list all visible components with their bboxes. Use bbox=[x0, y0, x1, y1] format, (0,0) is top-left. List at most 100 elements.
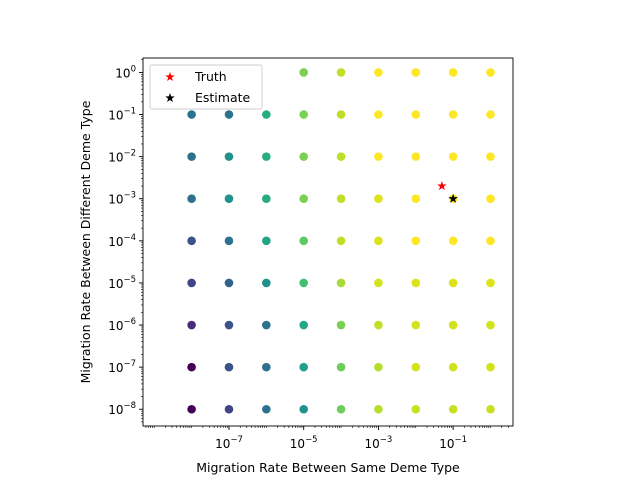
data-point bbox=[411, 320, 421, 330]
data-point bbox=[448, 320, 458, 330]
data-point bbox=[374, 236, 383, 246]
data-point bbox=[224, 236, 234, 246]
data-point bbox=[411, 236, 421, 246]
data-point bbox=[374, 152, 383, 161]
y-tick-label: 10−8 bbox=[108, 401, 136, 417]
estimate-star-marker bbox=[448, 193, 458, 203]
data-point bbox=[374, 194, 383, 204]
data-point bbox=[299, 152, 308, 161]
data-point bbox=[374, 68, 383, 77]
data-point bbox=[374, 320, 383, 330]
x-axis-label: Migration Rate Between Same Deme Type bbox=[196, 460, 460, 475]
data-point bbox=[374, 110, 383, 119]
data-points bbox=[187, 68, 495, 414]
data-point bbox=[486, 68, 495, 77]
x-tick-label: 10−7 bbox=[215, 435, 243, 451]
y-tick-label: 10−4 bbox=[108, 233, 136, 249]
y-tick-label: 10−3 bbox=[108, 191, 136, 207]
data-point bbox=[374, 404, 383, 414]
data-point bbox=[262, 194, 271, 204]
data-point bbox=[336, 320, 346, 330]
data-point bbox=[336, 68, 346, 77]
y-tick-label: 10−7 bbox=[108, 359, 136, 375]
data-point bbox=[262, 152, 271, 161]
legend-estimate-label: Estimate bbox=[195, 90, 251, 105]
data-point bbox=[411, 278, 421, 288]
data-point bbox=[448, 362, 458, 372]
data-point bbox=[299, 236, 308, 246]
legend-estimate-star-icon bbox=[165, 93, 175, 103]
data-point bbox=[374, 362, 383, 372]
data-point bbox=[411, 110, 421, 119]
x-tick-label: 10−3 bbox=[365, 435, 393, 451]
data-point bbox=[336, 194, 346, 204]
data-point bbox=[411, 362, 421, 372]
data-point bbox=[224, 404, 234, 414]
data-point bbox=[224, 152, 234, 161]
truth-star-marker bbox=[437, 181, 447, 191]
data-point bbox=[336, 278, 346, 288]
x-tick-label: 10−5 bbox=[290, 435, 318, 451]
data-point bbox=[299, 404, 308, 414]
data-point bbox=[486, 194, 495, 204]
legend-truth-label: Truth bbox=[194, 69, 227, 84]
data-point bbox=[448, 68, 458, 77]
data-point bbox=[486, 404, 495, 414]
y-tick-label: 10−2 bbox=[108, 149, 136, 165]
data-point bbox=[187, 194, 196, 204]
data-point bbox=[262, 404, 271, 414]
data-point bbox=[262, 320, 271, 330]
data-point bbox=[187, 110, 196, 119]
data-point bbox=[448, 110, 458, 119]
data-point bbox=[486, 362, 495, 372]
data-point bbox=[336, 362, 346, 372]
x-tick-label: 10−1 bbox=[439, 435, 467, 451]
data-point bbox=[224, 194, 234, 204]
data-point bbox=[299, 320, 308, 330]
data-point bbox=[187, 278, 196, 288]
data-point bbox=[411, 194, 421, 204]
data-point bbox=[224, 278, 234, 288]
data-point bbox=[448, 152, 458, 161]
data-point bbox=[411, 68, 421, 77]
data-point bbox=[336, 404, 346, 414]
data-point bbox=[187, 320, 196, 330]
data-point bbox=[448, 236, 458, 246]
data-point bbox=[299, 194, 308, 204]
data-point bbox=[374, 278, 383, 288]
y-tick-label: 10−1 bbox=[108, 107, 136, 123]
truth-estimate-markers bbox=[437, 181, 458, 203]
data-point bbox=[486, 152, 495, 161]
plot-area-frame bbox=[142, 57, 514, 427]
data-point bbox=[299, 278, 308, 288]
data-point bbox=[486, 110, 495, 119]
data-point bbox=[187, 152, 196, 161]
data-point bbox=[262, 236, 271, 246]
data-point bbox=[486, 278, 495, 288]
data-point bbox=[187, 404, 196, 414]
data-point bbox=[262, 362, 271, 372]
y-axis-label: Migration Rate Between Different Deme Ty… bbox=[78, 100, 93, 383]
data-point bbox=[411, 404, 421, 414]
data-point bbox=[336, 110, 346, 119]
legend-truth-star-icon bbox=[165, 72, 175, 82]
data-point bbox=[486, 236, 495, 246]
y-tick-label: 10−5 bbox=[108, 275, 136, 291]
legend-box bbox=[149, 64, 263, 110]
data-point bbox=[224, 362, 234, 372]
x-axis-ticks: 10−7 10−5 10−3 10−1 bbox=[145, 426, 509, 451]
y-tick-label: 100 bbox=[115, 64, 136, 80]
data-point bbox=[299, 362, 308, 372]
y-axis-ticks: 10−8 10−7 10−6 10−5 10−4 10−3 10−2 10−1 100 bbox=[108, 59, 143, 423]
data-point bbox=[486, 320, 495, 330]
data-point bbox=[262, 278, 271, 288]
data-point bbox=[448, 278, 458, 288]
data-point bbox=[336, 152, 346, 161]
data-point bbox=[224, 110, 234, 119]
data-point bbox=[336, 236, 346, 246]
data-point bbox=[411, 152, 421, 161]
data-point bbox=[299, 110, 308, 119]
data-point bbox=[299, 68, 308, 77]
data-point bbox=[224, 320, 234, 330]
